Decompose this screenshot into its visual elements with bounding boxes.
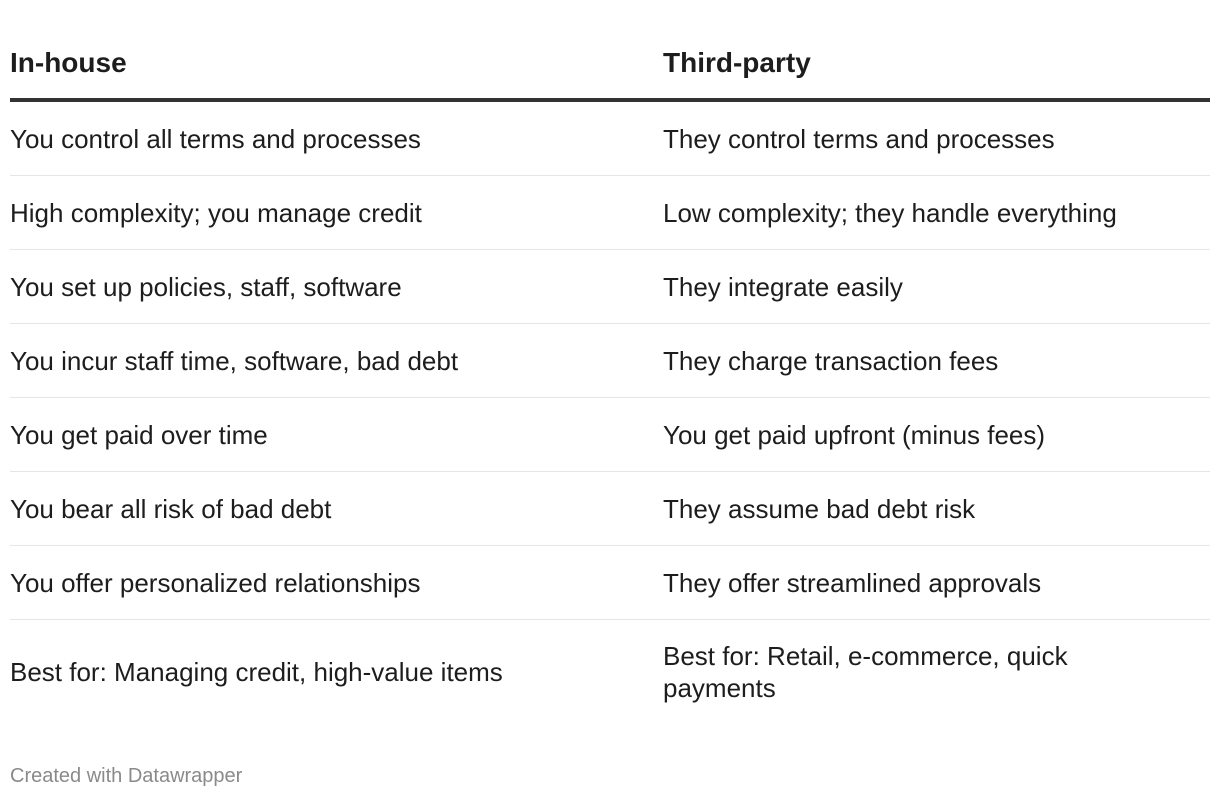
comparison-table: In-house Third-party You control all ter…: [10, 28, 1210, 724]
table-row: High complexity; you manage credit Low c…: [10, 175, 1210, 250]
table-row: You get paid over time You get paid upfr…: [10, 397, 1210, 472]
cell-in-house: You incur staff time, software, bad debt: [10, 323, 663, 398]
cell-in-house: You offer personalized relationships: [10, 545, 663, 620]
cell-third-party: They charge transaction fees: [663, 323, 1210, 398]
table-row: You incur staff time, software, bad debt…: [10, 323, 1210, 398]
cell-third-party: You get paid upfront (minus fees): [663, 397, 1210, 472]
table-row: Best for: Managing credit, high-value it…: [10, 620, 1210, 725]
cell-third-party: They assume bad debt risk: [663, 471, 1210, 546]
cell-in-house: You get paid over time: [10, 397, 663, 472]
cell-third-party: They offer streamlined approvals: [663, 545, 1210, 620]
comparison-table-container: In-house Third-party You control all ter…: [10, 28, 1210, 724]
datawrapper-credit: Created with Datawrapper: [10, 765, 243, 787]
table-row: You set up policies, staff, software The…: [10, 249, 1210, 324]
cell-in-house: You bear all risk of bad debt: [10, 471, 663, 546]
table-body: You control all terms and processes They…: [10, 100, 1210, 724]
cell-in-house: You control all terms and processes: [10, 100, 663, 176]
table-row: You offer personalized relationships The…: [10, 545, 1210, 620]
cell-third-party: They integrate easily: [663, 249, 1210, 324]
cell-in-house: Best for: Managing credit, high-value it…: [10, 657, 503, 687]
cell-third-party: They control terms and processes: [663, 100, 1210, 176]
cell-in-house: You set up policies, staff, software: [10, 249, 663, 324]
table-row: You bear all risk of bad debt They assum…: [10, 471, 1210, 546]
table-header: In-house Third-party: [10, 28, 1210, 102]
column-header-third-party: Third-party: [663, 28, 1210, 102]
table-row: You control all terms and processes They…: [10, 100, 1210, 176]
header-row: In-house Third-party: [10, 28, 1210, 102]
cell-third-party: Low complexity; they handle everything: [663, 175, 1210, 250]
cell-third-party: Best for: Retail, e-commerce, quick paym…: [663, 641, 1068, 703]
column-header-in-house: In-house: [10, 28, 663, 102]
cell-in-house: High complexity; you manage credit: [10, 175, 663, 250]
